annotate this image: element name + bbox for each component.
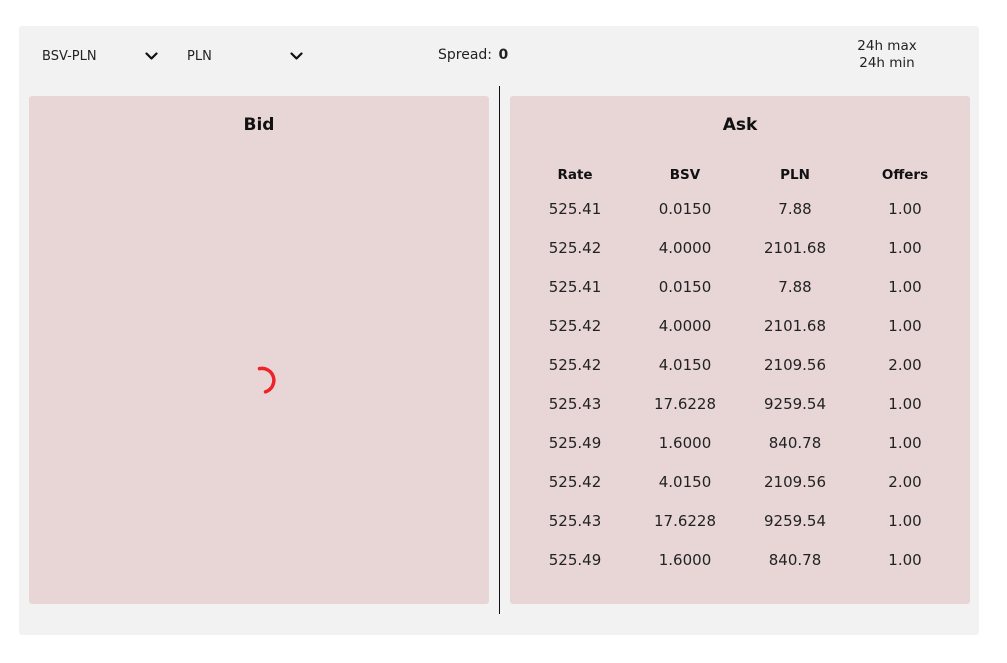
cell-pln: 2101.68 [763, 238, 827, 257]
table-row[interactable]: 525.43 17.6228 9259.54 1.00 [520, 384, 960, 423]
table-row[interactable]: 525.41 0.0150 7.88 1.00 [520, 189, 960, 228]
cell-bsv: 0.0150 [658, 199, 712, 218]
cell-bsv: 17.6228 [653, 511, 717, 530]
cell-bsv: 4.0150 [658, 472, 712, 491]
cell-rate: 525.42 [548, 472, 602, 491]
cell-offers: 1.00 [888, 238, 922, 257]
cell-pln: 2109.56 [763, 355, 827, 374]
orderbook-toolbar: BSV-PLN PLN Spread: 0 24h max 24h min [19, 26, 979, 86]
cell-pln: 2109.56 [763, 472, 827, 491]
currency-select-value: PLN [187, 48, 212, 64]
table-row[interactable]: 525.41 0.0150 7.88 1.00 [520, 267, 960, 306]
cell-pln: 7.88 [778, 277, 812, 296]
24h-min-label: 24h min [859, 55, 915, 71]
column-header-pln: PLN [780, 167, 810, 183]
cell-offers: 1.00 [888, 511, 922, 530]
spread-value: 0 [498, 47, 509, 63]
cell-bsv: 0.0150 [658, 277, 712, 296]
spread-label: Spread: [438, 47, 493, 63]
cell-rate: 525.42 [548, 355, 602, 374]
cell-offers: 1.00 [888, 394, 922, 413]
cell-rate: 525.42 [548, 316, 602, 335]
table-row[interactable]: 525.42 4.0150 2109.56 2.00 [520, 345, 960, 384]
cell-pln: 840.78 [768, 550, 822, 569]
table-row[interactable]: 525.49 1.6000 840.78 1.00 [520, 540, 960, 579]
column-header-offers: Offers [881, 167, 929, 183]
ask-title: Ask [722, 115, 758, 135]
cell-rate: 525.49 [548, 433, 602, 452]
table-row[interactable]: 525.42 4.0000 2101.68 1.00 [520, 306, 960, 345]
table-header-row: Rate BSV PLN Offers [520, 161, 960, 189]
spread-indicator: Spread: 0 [438, 47, 508, 63]
market-select-value: BSV-PLN [42, 48, 97, 64]
table-row[interactable]: 525.42 4.0150 2109.56 2.00 [520, 462, 960, 501]
cell-rate: 525.41 [548, 199, 602, 218]
cell-offers: 1.00 [888, 316, 922, 335]
column-header-rate: Rate [557, 167, 593, 183]
cell-offers: 2.00 [888, 355, 922, 374]
cell-pln: 840.78 [768, 433, 822, 452]
ask-orders-table: Rate BSV PLN Offers 525.41 0.0150 7.88 1… [520, 161, 960, 579]
market-select[interactable]: BSV-PLN [42, 47, 158, 65]
cell-bsv: 17.6228 [653, 394, 717, 413]
cell-offers: 1.00 [888, 433, 922, 452]
cell-bsv: 1.6000 [658, 433, 712, 452]
cell-offers: 1.00 [888, 199, 922, 218]
cell-rate: 525.41 [548, 277, 602, 296]
cell-rate: 525.42 [548, 238, 602, 257]
cell-offers: 1.00 [888, 277, 922, 296]
cell-pln: 9259.54 [763, 511, 827, 530]
bid-title: Bid [243, 115, 275, 135]
24h-stats: 24h max 24h min [837, 38, 937, 72]
cell-bsv: 4.0000 [658, 316, 712, 335]
bid-panel: Bid [29, 96, 489, 604]
cell-bsv: 4.0150 [658, 355, 712, 374]
cell-rate: 525.43 [548, 394, 602, 413]
loading-spinner-icon [257, 366, 276, 394]
table-row[interactable]: 525.49 1.6000 840.78 1.00 [520, 423, 960, 462]
chevron-down-icon [144, 49, 158, 63]
24h-max-label: 24h max [857, 38, 917, 54]
cell-bsv: 4.0000 [658, 238, 712, 257]
cell-bsv: 1.6000 [658, 550, 712, 569]
cell-offers: 1.00 [888, 550, 922, 569]
cell-pln: 9259.54 [763, 394, 827, 413]
chevron-down-icon [289, 49, 303, 63]
ask-panel: Ask Rate BSV PLN Offers 525.41 0.0150 7.… [510, 96, 970, 604]
column-header-bsv: BSV [669, 167, 701, 183]
cell-offers: 2.00 [888, 472, 922, 491]
cell-rate: 525.49 [548, 550, 602, 569]
table-row[interactable]: 525.43 17.6228 9259.54 1.00 [520, 501, 960, 540]
panel-divider [499, 86, 500, 614]
orderbook-widget: BSV-PLN PLN Spread: 0 24h max 24h min [19, 26, 979, 635]
cell-pln: 7.88 [778, 199, 812, 218]
cell-rate: 525.43 [548, 511, 602, 530]
cell-pln: 2101.68 [763, 316, 827, 335]
table-row[interactable]: 525.42 4.0000 2101.68 1.00 [520, 228, 960, 267]
currency-select[interactable]: PLN [187, 47, 303, 65]
